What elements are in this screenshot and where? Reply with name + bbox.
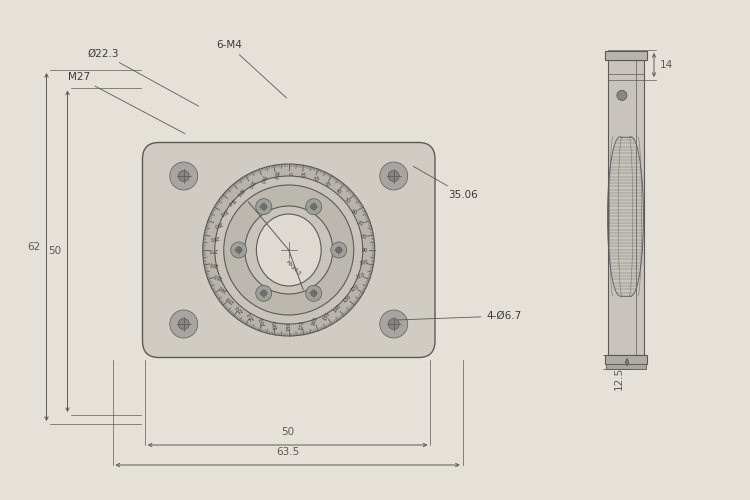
Circle shape: [306, 198, 322, 214]
Circle shape: [202, 164, 375, 336]
Circle shape: [331, 242, 346, 258]
Text: 350: 350: [272, 170, 279, 180]
Text: 0: 0: [286, 172, 291, 176]
Text: 180: 180: [286, 322, 291, 330]
Circle shape: [388, 170, 399, 181]
Text: 170: 170: [298, 320, 305, 330]
Bar: [604, 355, 646, 364]
Text: 110: 110: [355, 272, 365, 280]
Circle shape: [256, 198, 272, 214]
Text: 20: 20: [311, 175, 318, 182]
Text: 290: 290: [212, 220, 223, 228]
Circle shape: [256, 286, 272, 302]
Text: Ø22.3: Ø22.3: [87, 48, 199, 106]
Text: 130: 130: [342, 294, 352, 304]
Text: 30: 30: [323, 180, 331, 188]
Circle shape: [336, 247, 342, 253]
Text: 40: 40: [334, 188, 341, 196]
Text: 50: 50: [281, 427, 294, 437]
Circle shape: [380, 310, 408, 338]
Text: 250: 250: [212, 272, 223, 280]
Text: 120: 120: [350, 284, 360, 292]
Text: 340: 340: [259, 174, 267, 184]
Text: M×p0.5: M×p0.5: [284, 260, 302, 276]
FancyBboxPatch shape: [142, 142, 435, 358]
Text: 10: 10: [299, 172, 305, 178]
Text: 320: 320: [235, 186, 244, 197]
Bar: [605, 364, 646, 370]
Circle shape: [388, 318, 399, 330]
Text: 62: 62: [27, 242, 40, 252]
Text: 50: 50: [48, 246, 62, 256]
Circle shape: [178, 170, 189, 181]
Text: 310: 310: [225, 196, 236, 206]
Circle shape: [617, 90, 627, 101]
Text: 260: 260: [209, 260, 219, 266]
Text: 220: 220: [235, 303, 244, 314]
Circle shape: [231, 242, 247, 258]
Text: 210: 210: [246, 310, 255, 321]
Text: 330: 330: [246, 179, 255, 190]
Text: 80: 80: [360, 234, 367, 240]
Bar: [604, 51, 646, 60]
Text: 4-Ø6.7: 4-Ø6.7: [398, 311, 522, 321]
Text: 6-M4: 6-M4: [216, 40, 286, 98]
Circle shape: [178, 318, 189, 330]
Text: 63.5: 63.5: [276, 447, 299, 457]
Text: 190: 190: [272, 320, 279, 330]
Text: 240: 240: [217, 284, 228, 292]
Text: 14: 14: [660, 60, 674, 70]
Ellipse shape: [256, 214, 321, 286]
Text: 300: 300: [217, 208, 228, 216]
Text: 100: 100: [358, 260, 369, 266]
Text: 60: 60: [350, 208, 358, 216]
Text: 50: 50: [343, 197, 351, 205]
Text: 35.06: 35.06: [413, 166, 478, 200]
Text: 160: 160: [310, 316, 319, 326]
Circle shape: [170, 162, 198, 190]
Text: 12.5: 12.5: [614, 367, 624, 390]
Circle shape: [310, 204, 316, 210]
Text: 140: 140: [333, 303, 343, 314]
Circle shape: [214, 176, 363, 324]
Circle shape: [224, 185, 354, 315]
Circle shape: [380, 162, 408, 190]
Circle shape: [261, 204, 267, 210]
Text: M27: M27: [68, 72, 185, 134]
Text: 230: 230: [225, 294, 236, 304]
Text: 70: 70: [356, 220, 364, 228]
Circle shape: [170, 310, 198, 338]
Bar: [608, 60, 644, 355]
Text: 200: 200: [259, 316, 267, 326]
Circle shape: [236, 247, 242, 253]
Circle shape: [261, 290, 267, 296]
Text: 280: 280: [209, 234, 219, 240]
Text: 270: 270: [208, 248, 218, 252]
Text: 90: 90: [362, 248, 368, 252]
Circle shape: [244, 206, 333, 294]
Circle shape: [310, 290, 316, 296]
Text: 150: 150: [322, 310, 332, 321]
Circle shape: [306, 286, 322, 302]
